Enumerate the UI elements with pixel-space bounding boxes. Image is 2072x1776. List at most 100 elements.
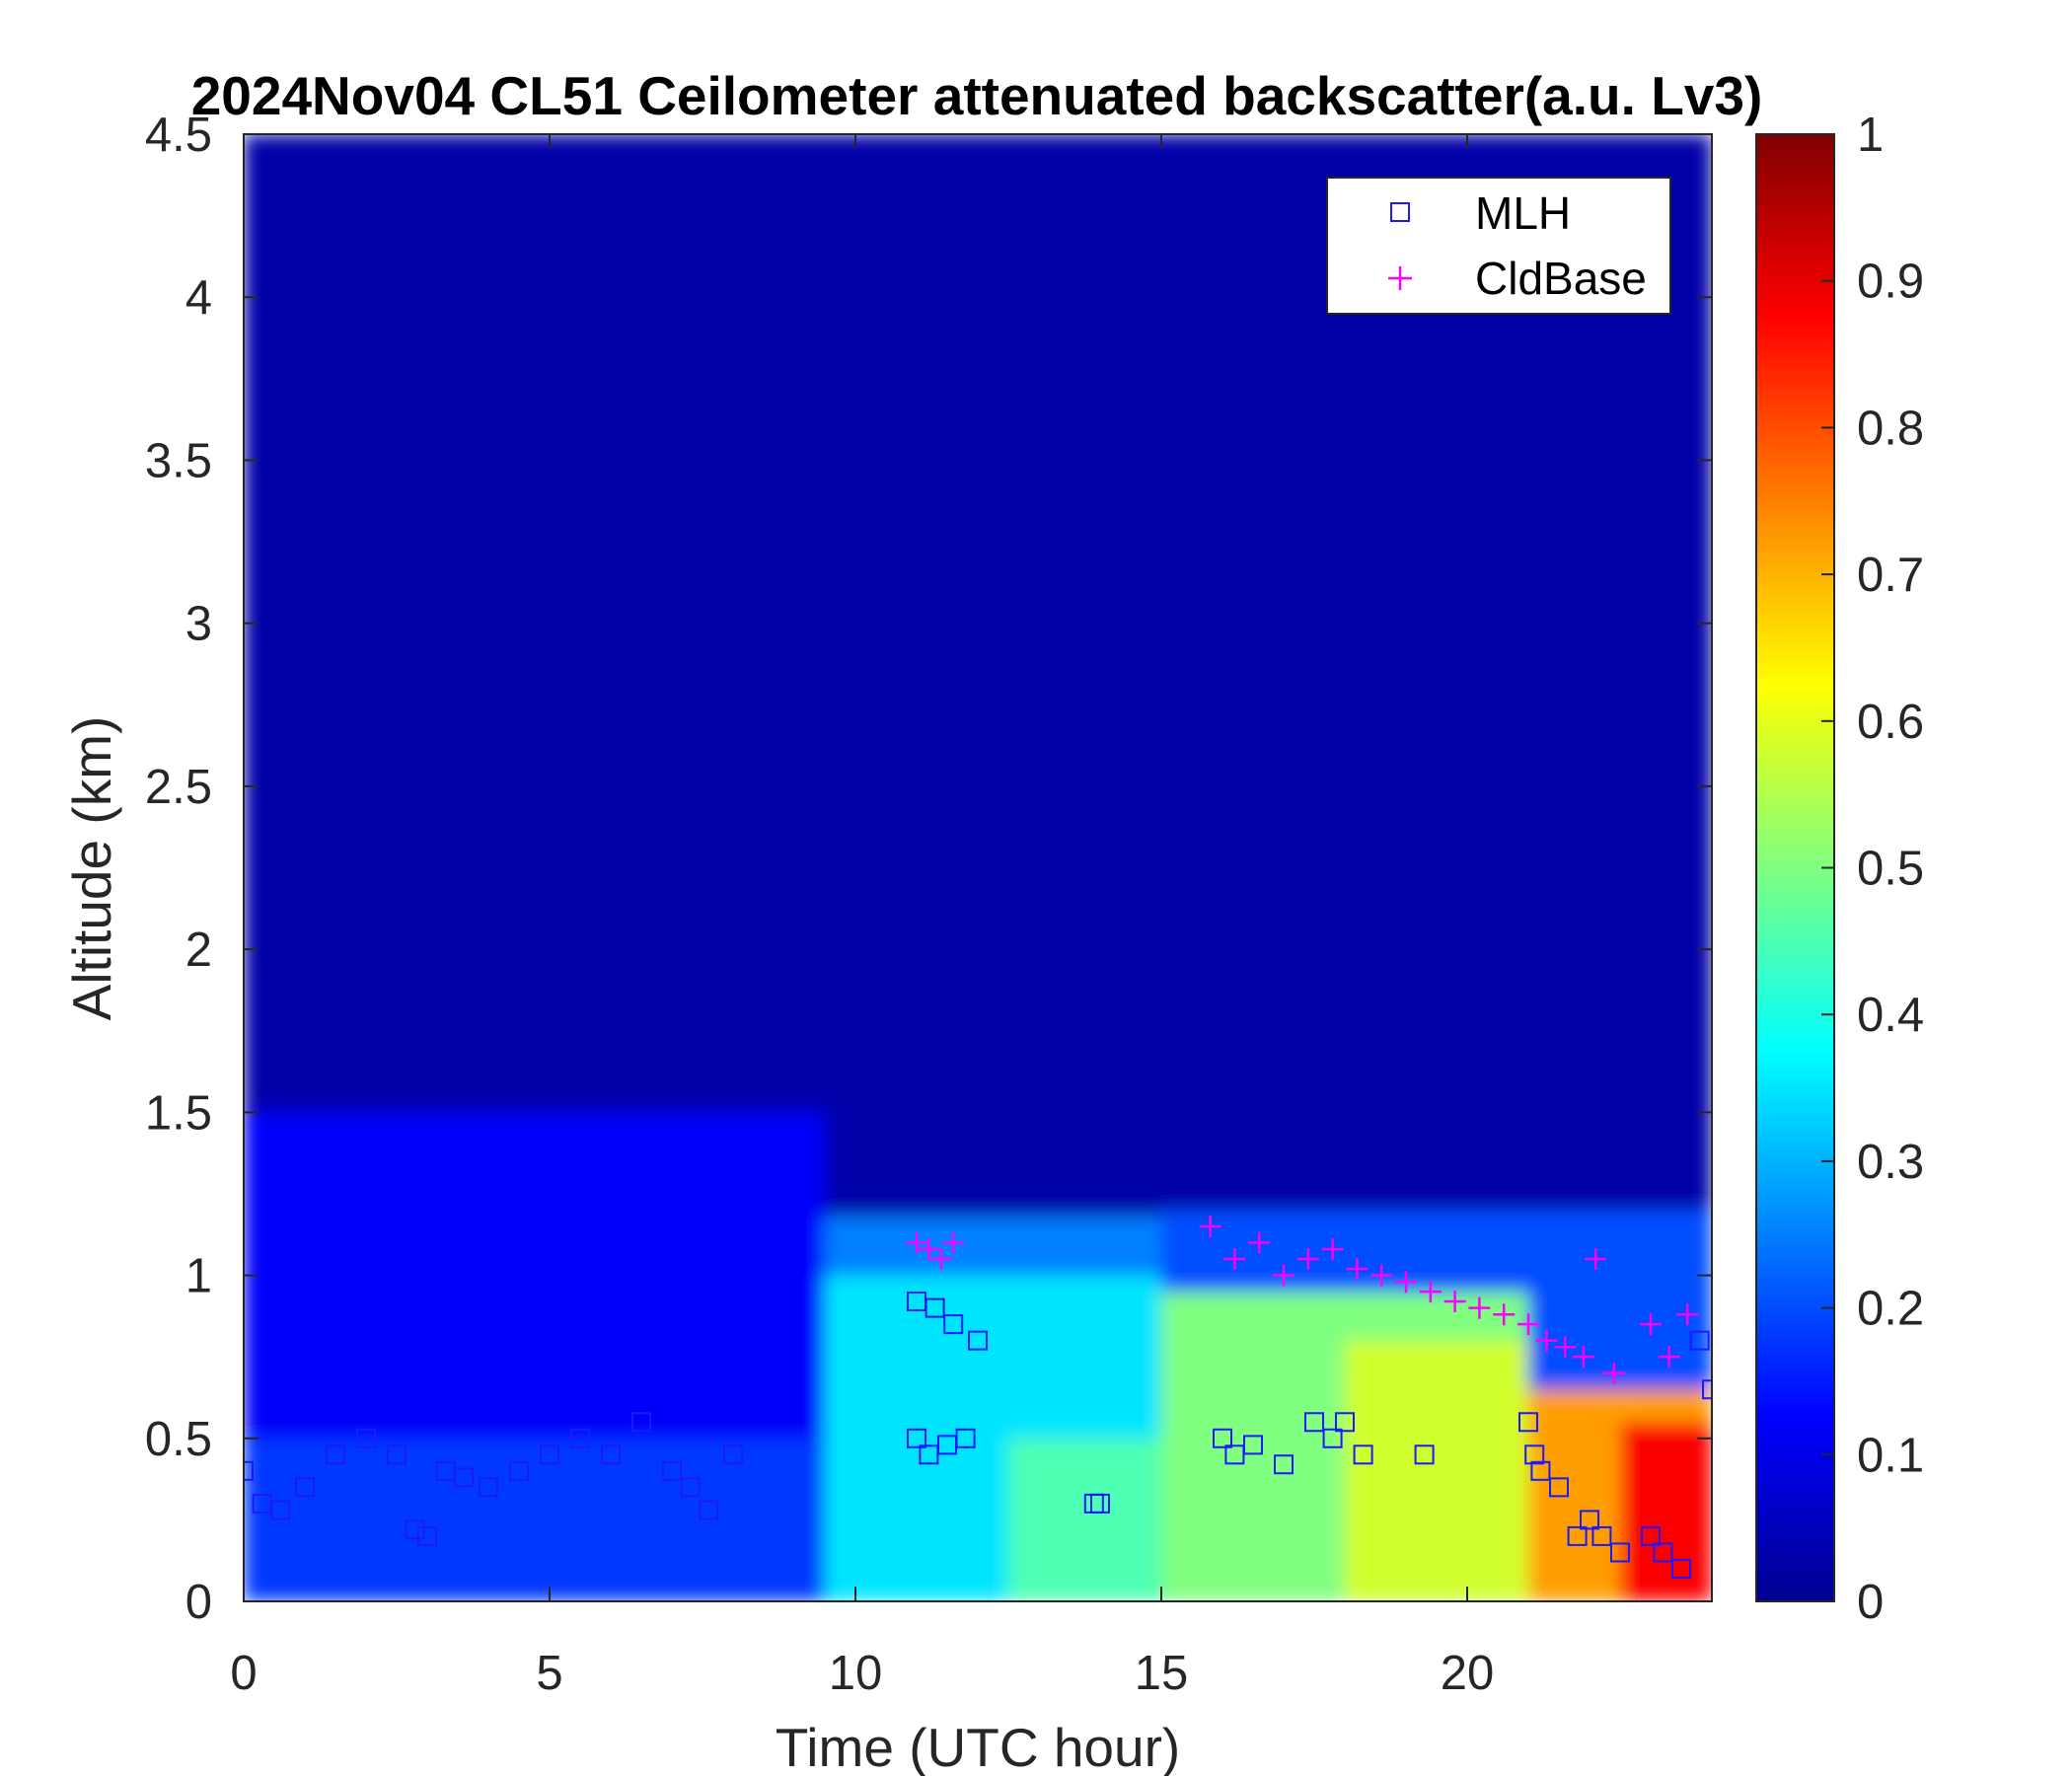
cldbase-marker bbox=[1517, 1313, 1539, 1336]
cldbase-marker bbox=[1346, 1257, 1369, 1280]
field-region-10 bbox=[1620, 1422, 1712, 1601]
mlh-marker bbox=[326, 1444, 345, 1465]
field-region-8 bbox=[1345, 1340, 1528, 1601]
mlh-marker bbox=[1591, 1525, 1612, 1546]
mlh-marker bbox=[244, 1460, 254, 1481]
field-region-2 bbox=[244, 1438, 825, 1601]
colorbar-tick-label: 0.6 bbox=[1857, 696, 1924, 749]
legend: MLH CldBase bbox=[1326, 177, 1671, 315]
cldbase-marker bbox=[1676, 1303, 1699, 1326]
mlh-marker bbox=[454, 1467, 475, 1488]
cldbase-marker bbox=[918, 1238, 940, 1261]
cldbase-marker bbox=[942, 1231, 965, 1254]
colorbar-tick-label: 0.3 bbox=[1857, 1136, 1924, 1189]
mlh-marker bbox=[356, 1428, 376, 1448]
mlh-marker bbox=[1530, 1460, 1551, 1481]
mlh-marker bbox=[295, 1477, 315, 1498]
y-tick-label: 4 bbox=[185, 271, 212, 325]
y-tick-label: 0.5 bbox=[145, 1413, 212, 1466]
x-tick-label: 0 bbox=[230, 1647, 257, 1700]
mlh-marker bbox=[1610, 1542, 1630, 1563]
backscatter-field bbox=[244, 134, 1712, 1601]
colorbar-tick-label: 0.7 bbox=[1857, 549, 1924, 602]
mlh-marker bbox=[723, 1444, 743, 1465]
field-blur-group bbox=[244, 134, 1712, 1601]
mlh-marker bbox=[907, 1428, 926, 1448]
mlh-marker bbox=[1549, 1477, 1569, 1498]
mlh-marker bbox=[1243, 1435, 1263, 1455]
mlh-marker bbox=[1702, 1379, 1712, 1400]
colorbar: 0 0.1 0.2 0.3 0.4 0.5 0.6 0.7 0.8 0.9 1 bbox=[1755, 109, 1924, 1629]
mlh-marker bbox=[1518, 1412, 1538, 1433]
colorbar-ticks: 0 0.1 0.2 0.3 0.4 0.5 0.6 0.7 0.8 0.9 1 bbox=[1821, 109, 1924, 1629]
mlh-marker bbox=[955, 1428, 976, 1448]
x-axis-label: Time (UTC hour) bbox=[776, 1717, 1181, 1776]
cldbase-marker bbox=[1296, 1248, 1319, 1271]
y-tick-label: 0 bbox=[185, 1576, 212, 1629]
colorbar-tick-label: 0.5 bbox=[1857, 843, 1924, 896]
x-tick-label: 5 bbox=[536, 1647, 562, 1700]
cldbase-marker bbox=[1602, 1362, 1625, 1384]
legend-cldbase-marker bbox=[1388, 266, 1412, 290]
cldbase-marker bbox=[1321, 1238, 1344, 1261]
x-tick-label: 15 bbox=[1135, 1647, 1189, 1700]
cldbase-marker bbox=[1370, 1264, 1393, 1287]
cldbase-marker bbox=[1468, 1296, 1491, 1319]
cldbase-marker bbox=[1395, 1271, 1417, 1294]
y-axis-label: Altitude (km) bbox=[61, 716, 122, 1021]
mlh-marker bbox=[1304, 1412, 1324, 1433]
cldbase-marker bbox=[1554, 1336, 1577, 1359]
y-tick-label: 4.5 bbox=[145, 109, 212, 162]
colorbar-tick-label: 0.4 bbox=[1857, 989, 1924, 1042]
mlh-marker bbox=[1322, 1428, 1343, 1448]
mlh-marker bbox=[1213, 1428, 1232, 1448]
colorbar-tick-label: 1 bbox=[1857, 109, 1884, 162]
mlh-marker bbox=[1671, 1558, 1691, 1579]
cldbase-marker bbox=[1585, 1248, 1607, 1271]
mlh-marker bbox=[270, 1500, 291, 1520]
y-tick-label: 3 bbox=[185, 598, 212, 651]
mlh-marker bbox=[1580, 1510, 1599, 1530]
legend-mlh-label: MLH bbox=[1475, 187, 1571, 239]
mlh-marker bbox=[1335, 1412, 1355, 1433]
colorbar-tick-label: 0.8 bbox=[1857, 402, 1924, 455]
mlh-marker bbox=[1689, 1330, 1710, 1351]
mlh-marker bbox=[631, 1412, 651, 1433]
mlh-marker bbox=[1524, 1444, 1545, 1465]
y-tick-label: 1 bbox=[185, 1250, 212, 1303]
mlh-marker bbox=[417, 1525, 437, 1546]
cldbase-marker bbox=[1493, 1303, 1516, 1326]
x-axis: 0 5 10 15 20 bbox=[230, 134, 1494, 1700]
mlh-marker bbox=[1274, 1454, 1294, 1475]
cldbase-marker bbox=[1640, 1313, 1662, 1336]
cldbase-marker bbox=[1199, 1215, 1221, 1237]
cldbase-marker bbox=[1572, 1346, 1594, 1369]
cldbase-marker bbox=[1535, 1329, 1558, 1352]
x-tick-label: 10 bbox=[829, 1647, 883, 1700]
y-tick-label: 2 bbox=[185, 924, 212, 977]
plot-frame bbox=[243, 133, 1713, 1602]
mlh-marker bbox=[601, 1444, 621, 1465]
mlh-marker bbox=[1090, 1493, 1110, 1514]
cldbase-marker bbox=[1419, 1281, 1442, 1303]
colorbar-tick-label: 0.9 bbox=[1857, 256, 1924, 309]
cldbase-marker bbox=[1273, 1264, 1295, 1287]
cldbase-marker bbox=[906, 1231, 927, 1254]
y-tick-label: 1.5 bbox=[145, 1086, 212, 1140]
mlh-marker bbox=[387, 1444, 407, 1465]
mlh-marker bbox=[680, 1477, 701, 1498]
mlh-marker bbox=[570, 1428, 590, 1448]
mlh-marker bbox=[968, 1330, 988, 1351]
mlh-marker bbox=[509, 1460, 529, 1481]
mlh-marker bbox=[1653, 1542, 1673, 1563]
field-region-5 bbox=[1008, 1438, 1161, 1601]
y-tick-label: 2.5 bbox=[145, 761, 212, 814]
mlh-marker bbox=[1641, 1525, 1661, 1546]
colorbar-tick-label: 0 bbox=[1857, 1576, 1884, 1629]
mlh-marker bbox=[479, 1477, 498, 1498]
colorbar-gradient bbox=[1755, 133, 1835, 1602]
colorbar-tick-label: 0.1 bbox=[1857, 1429, 1924, 1482]
legend-box bbox=[1326, 177, 1671, 315]
legend-mlh-marker bbox=[1390, 202, 1410, 222]
